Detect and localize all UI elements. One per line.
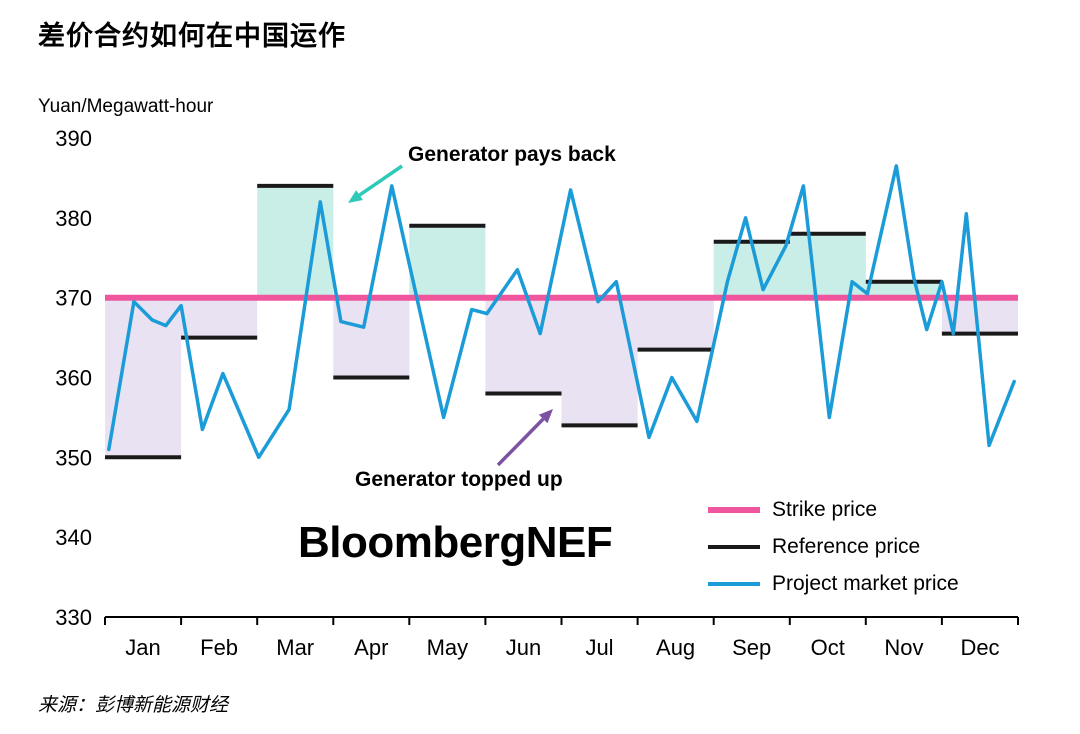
x-tick-label: Jan <box>125 635 160 660</box>
annotation-pays-back: Generator pays back <box>408 143 616 166</box>
pays-back-arrow <box>358 164 403 197</box>
y-tick-label: 380 <box>55 206 92 231</box>
y-axis-title: Yuan/Megawatt-hour <box>38 96 214 117</box>
payback-area-fill <box>789 233 866 298</box>
x-tick-label: Feb <box>200 635 238 660</box>
payback-area-fill <box>865 281 942 298</box>
legend-label-market-price: Project market price <box>772 572 959 595</box>
legend-item-reference-price: Reference price <box>708 533 959 561</box>
x-tick-label: Mar <box>276 635 314 660</box>
legend-item-market-price: Project market price <box>708 570 959 598</box>
annotation-topped-up: Generator topped up <box>355 468 563 491</box>
y-tick-label: 340 <box>55 525 92 550</box>
pays-back-arrow-head <box>348 190 363 203</box>
x-tick-label: Nov <box>884 635 923 660</box>
strike-price-swatch <box>708 507 760 513</box>
topup-area-fill <box>333 297 410 378</box>
x-tick-label: Jul <box>585 635 613 660</box>
y-tick-label: 330 <box>55 605 92 630</box>
source-text: 来源：彭博新能源财经 <box>38 695 229 716</box>
x-tick-label: Dec <box>960 635 999 660</box>
market-price-swatch <box>708 582 760 586</box>
topup-area-fill <box>485 297 562 394</box>
legend-label-reference-price: Reference price <box>772 535 921 558</box>
x-tick-label: May <box>427 635 469 660</box>
topped-up-arrow <box>496 417 545 467</box>
y-tick-label: 390 <box>55 126 92 151</box>
legend-item-strike-price: Strike price <box>708 496 959 524</box>
x-tick-label: Aug <box>656 635 695 660</box>
topped-up-arrow-head <box>538 409 553 424</box>
legend-label-strike-price: Strike price <box>772 498 878 521</box>
payback-area-fill <box>409 225 486 298</box>
x-tick-label: Oct <box>811 635 845 660</box>
y-tick-label: 360 <box>55 366 92 391</box>
topup-area-fill <box>561 297 638 426</box>
x-tick-label: Apr <box>354 635 388 660</box>
x-tick-label: Jun <box>506 635 541 660</box>
page-title: 差价合约如何在中国运作 <box>38 21 346 51</box>
market-price-line <box>107 164 1016 460</box>
topup-area-fill <box>637 297 714 350</box>
legend: Strike price Reference price Project mar… <box>708 496 959 598</box>
y-tick-label: 350 <box>55 445 92 470</box>
bloombergnef-logo: BloombergNEF <box>298 518 613 567</box>
x-tick-label: Sep <box>732 635 771 660</box>
reference-price-swatch <box>708 545 760 549</box>
y-tick-label: 370 <box>55 286 92 311</box>
topup-area-fill <box>181 297 258 338</box>
